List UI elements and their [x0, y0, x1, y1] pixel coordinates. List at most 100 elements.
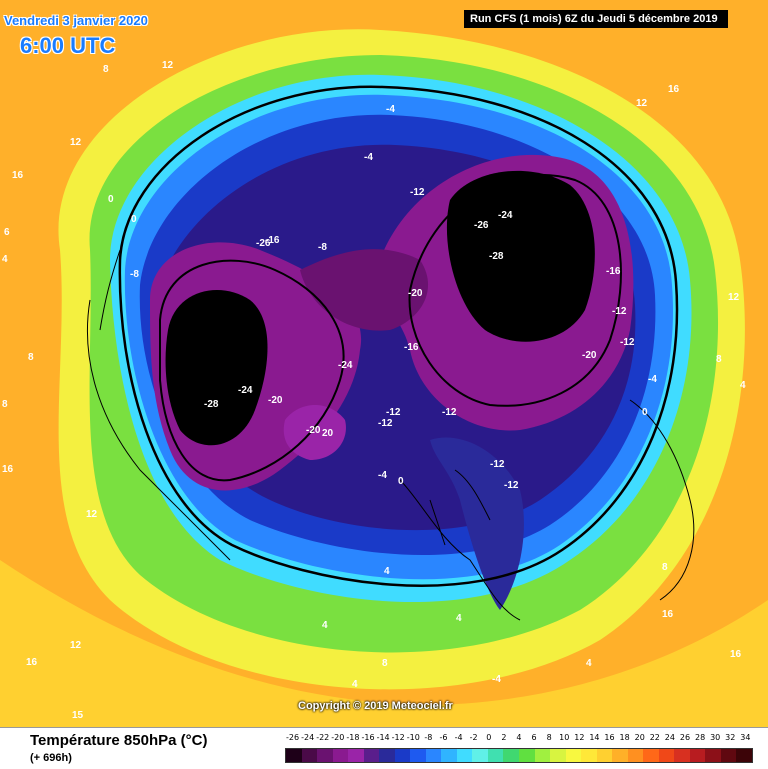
map-label: 12	[636, 98, 648, 109]
legend-tick: -24	[301, 733, 315, 742]
legend-swatch	[332, 749, 349, 762]
map-label: 4	[2, 254, 8, 265]
legend-tick: -2	[469, 733, 478, 742]
legend-swatch	[410, 749, 426, 762]
legend-tick: 0	[486, 733, 492, 742]
map-label: 16	[668, 84, 680, 95]
map-label: -26	[256, 238, 271, 249]
europe-blue-tongue	[430, 437, 524, 610]
legend-swatch	[286, 749, 302, 762]
valid-time: 6:00 UTC	[20, 33, 116, 58]
legend-tick: 28	[694, 733, 706, 742]
map-label: -24	[498, 210, 513, 221]
warm-band-south	[0, 560, 768, 727]
cold-core-canada	[165, 290, 268, 446]
map-label: -26	[474, 220, 489, 231]
map-label: 0	[398, 476, 404, 487]
legend-swatch	[487, 749, 504, 762]
legend-swatch	[363, 749, 380, 762]
purple-bridge	[300, 249, 429, 331]
map-label: -20	[582, 350, 597, 361]
legend-swatch	[689, 749, 706, 762]
map-label: 16	[730, 649, 742, 660]
legend-swatch	[394, 749, 411, 762]
color-scale-legend	[285, 748, 753, 763]
map-label: -4	[492, 674, 501, 685]
weather-map: 6 4 8 8 16 12 12 16 15 12 8 12 16 0 0 -8…	[0, 0, 768, 727]
legend-swatch	[317, 749, 333, 762]
legend-swatch	[348, 749, 364, 762]
legend-tick: -4	[454, 733, 463, 742]
map-label: -12	[386, 407, 401, 418]
legend-tick: 8	[546, 733, 552, 742]
minus20-contour-west	[159, 259, 345, 482]
map-label: -8	[318, 242, 327, 253]
map-label: -16	[404, 342, 419, 353]
coastline-namerica	[87, 249, 231, 561]
cold-core-siberia	[446, 170, 595, 342]
legend-tick: -6	[439, 733, 448, 742]
legend-tick: -16	[361, 733, 375, 742]
legend-swatch	[596, 749, 613, 762]
map-label: -16	[265, 235, 280, 246]
legend-tick: 30	[710, 733, 721, 742]
legend-tick: 22	[649, 733, 660, 742]
map-label: 4	[352, 679, 358, 690]
legend-tick: 12	[574, 733, 585, 742]
map-label: 16	[662, 609, 674, 620]
legend-swatch	[550, 749, 566, 762]
map-label: 8	[382, 658, 388, 669]
legend-tick: -26	[286, 733, 300, 742]
legend-tick: -12	[391, 733, 405, 742]
legend-tick: -8	[424, 733, 433, 742]
minus20-contour-east	[408, 174, 622, 407]
map-label: 4	[456, 613, 462, 624]
map-label: -12	[504, 480, 519, 491]
map-label: 4	[740, 380, 746, 391]
legend-tick-labels: -26 -24 -22 -20 -18 -16 -14 -12 -10 -8 -6 -4 -2 0 2 4 6 8…	[285, 733, 753, 745]
legend-swatch	[379, 749, 395, 762]
map-label: 15	[72, 710, 84, 721]
map-label: 16	[2, 464, 14, 475]
map-label: -28	[204, 399, 219, 410]
legend-swatch	[612, 749, 628, 762]
map-label: 12	[162, 60, 174, 71]
zero-contour	[118, 85, 679, 587]
map-label: 6	[4, 227, 10, 238]
legend-tick: 26	[679, 733, 691, 742]
legend-tick: 32	[725, 733, 736, 742]
legend-swatch	[705, 749, 721, 762]
map-label: -12	[620, 337, 635, 348]
map-label: -20	[268, 395, 283, 406]
legend-swatch	[503, 749, 519, 762]
map-label: 8	[716, 354, 722, 365]
map-label: 4	[322, 620, 328, 631]
map-label: 12	[728, 292, 740, 303]
map-label: 16	[12, 170, 24, 181]
map-label: -12	[490, 459, 505, 470]
map-label: -8	[130, 269, 139, 280]
legend-tick: -14	[376, 733, 390, 742]
map-label: 8	[28, 352, 34, 363]
map-label: -4	[386, 104, 395, 115]
legend-tick: 24	[664, 733, 675, 742]
temperature-map-svg: 6 4 8 8 16 12 12 16 15 12 8 12 16 0 0 -8…	[0, 0, 768, 727]
map-label: -12	[410, 187, 425, 198]
legend-tick: 18	[619, 733, 630, 742]
map-label: 12	[86, 509, 98, 520]
forecast-hour: (+ 696h)	[30, 752, 72, 764]
legend-swatch	[301, 749, 318, 762]
legend-tick: 16	[604, 733, 615, 742]
legend-swatch	[581, 749, 597, 762]
map-label: -4	[364, 152, 373, 163]
map-label: 0	[108, 194, 114, 205]
coastline-asia	[629, 399, 695, 601]
map-label: 4	[586, 658, 592, 669]
legend-tick: 14	[589, 733, 600, 742]
map-label: -24	[238, 385, 253, 396]
map-label: 16	[26, 657, 38, 668]
legend-swatch	[643, 749, 659, 762]
legend-tick: 6	[531, 733, 537, 742]
map-label: 8	[662, 562, 668, 573]
map-label: -20	[408, 288, 423, 299]
